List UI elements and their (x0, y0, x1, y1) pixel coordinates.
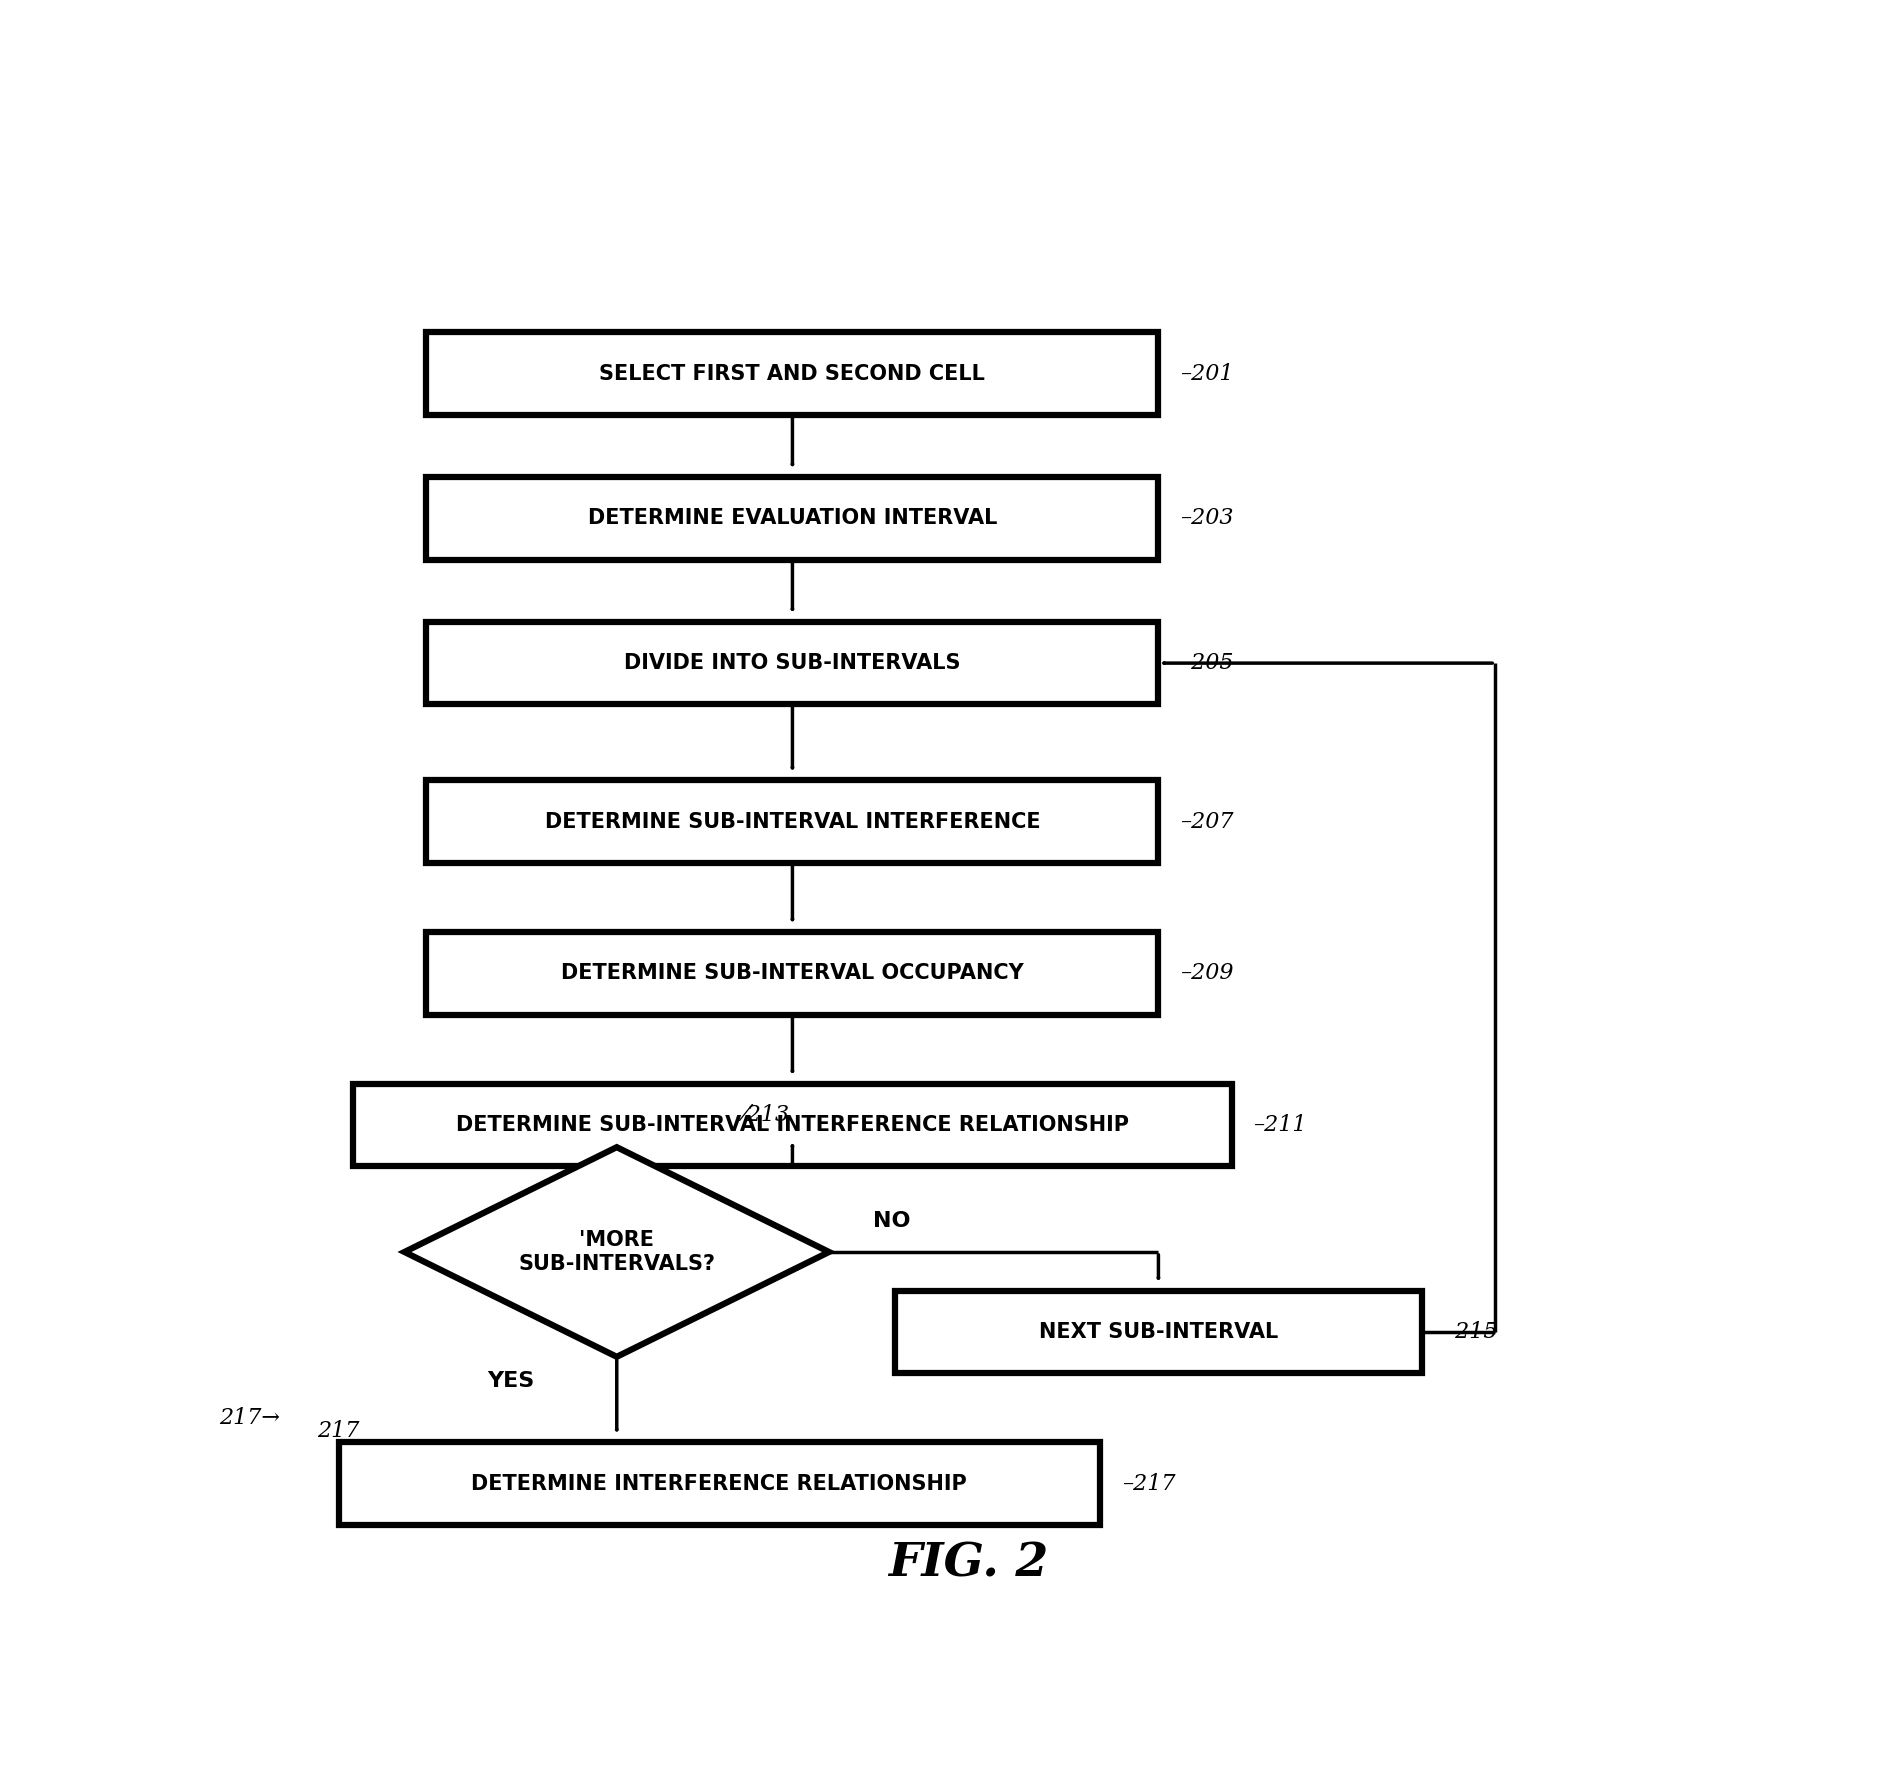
Bar (895, 1291, 1422, 1374)
Bar (338, 1442, 1099, 1526)
Bar (427, 931, 1158, 1015)
Text: 217→: 217→ (219, 1406, 280, 1429)
Text: DETERMINE EVALUATION INTERVAL: DETERMINE EVALUATION INTERVAL (587, 509, 997, 528)
Text: –203: –203 (1181, 507, 1234, 530)
Text: –211: –211 (1254, 1114, 1307, 1135)
Text: DETERMINE SUB-INTERVAL INTERFERENCE: DETERMINE SUB-INTERVAL INTERFERENCE (544, 811, 1041, 831)
Bar (427, 331, 1158, 416)
Text: NEXT SUB-INTERVAL: NEXT SUB-INTERVAL (1039, 1322, 1279, 1341)
Text: DETERMINE SUB-INTERVAL OCCUPANCY: DETERMINE SUB-INTERVAL OCCUPANCY (561, 964, 1024, 983)
Text: DETERMINE SUB-INTERVAL INTERFERENCE RELATIONSHIP: DETERMINE SUB-INTERVAL INTERFERENCE RELA… (455, 1116, 1130, 1135)
Text: YES: YES (487, 1370, 535, 1390)
Text: 'MORE
SUB-INTERVALS?: 'MORE SUB-INTERVALS? (518, 1230, 716, 1273)
Text: –217: –217 (1122, 1472, 1175, 1495)
Bar (353, 1084, 1232, 1166)
Text: ⁄213: ⁄213 (744, 1105, 790, 1127)
Text: –201: –201 (1181, 362, 1234, 385)
Text: DIVIDE INTO SUB-INTERVALS: DIVIDE INTO SUB-INTERVALS (623, 654, 962, 673)
Polygon shape (404, 1148, 829, 1358)
Text: 217: 217 (317, 1420, 359, 1442)
Text: –205: –205 (1181, 652, 1234, 673)
Text: SELECT FIRST AND SECOND CELL: SELECT FIRST AND SECOND CELL (599, 364, 986, 383)
Bar (427, 781, 1158, 863)
Text: –215: –215 (1443, 1322, 1498, 1343)
Bar (427, 621, 1158, 704)
Text: DETERMINE INTERFERENCE RELATIONSHIP: DETERMINE INTERFERENCE RELATIONSHIP (472, 1474, 967, 1494)
Text: –207: –207 (1181, 811, 1234, 833)
Text: NO: NO (873, 1211, 910, 1230)
Text: FIG. 2: FIG. 2 (888, 1540, 1048, 1587)
Bar (427, 476, 1158, 559)
Text: –209: –209 (1181, 962, 1234, 985)
